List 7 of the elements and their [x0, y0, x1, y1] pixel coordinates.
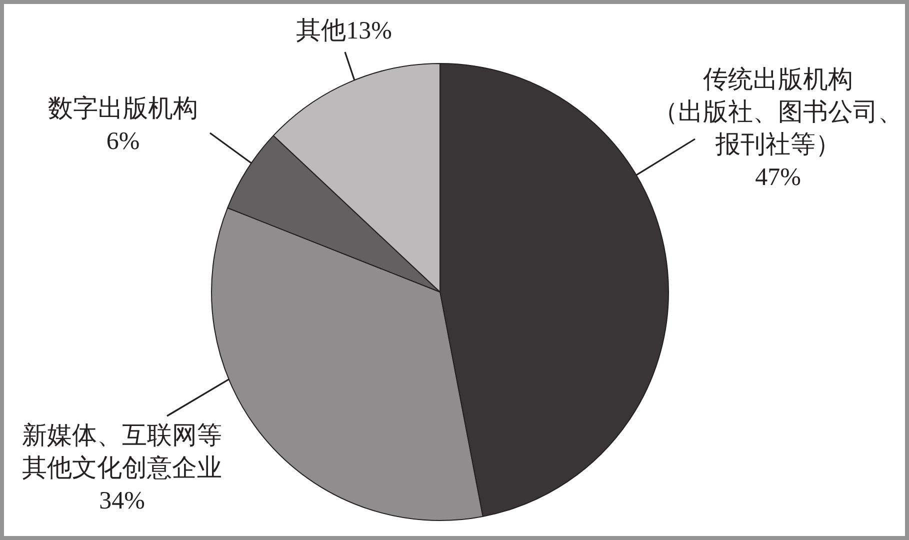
data-label: 34%: [99, 488, 145, 515]
slice-label: 其他13%: [296, 18, 392, 45]
data-label: 47%: [755, 164, 801, 192]
slice-label: 数字出版机构: [48, 94, 198, 123]
data-label: 6%: [106, 128, 140, 156]
slice-label: 新媒体、互联网等其他文化创意企业: [22, 422, 222, 482]
slice-label: 传统出版机构（出版社、图书公司、报刊社等）: [653, 66, 903, 159]
